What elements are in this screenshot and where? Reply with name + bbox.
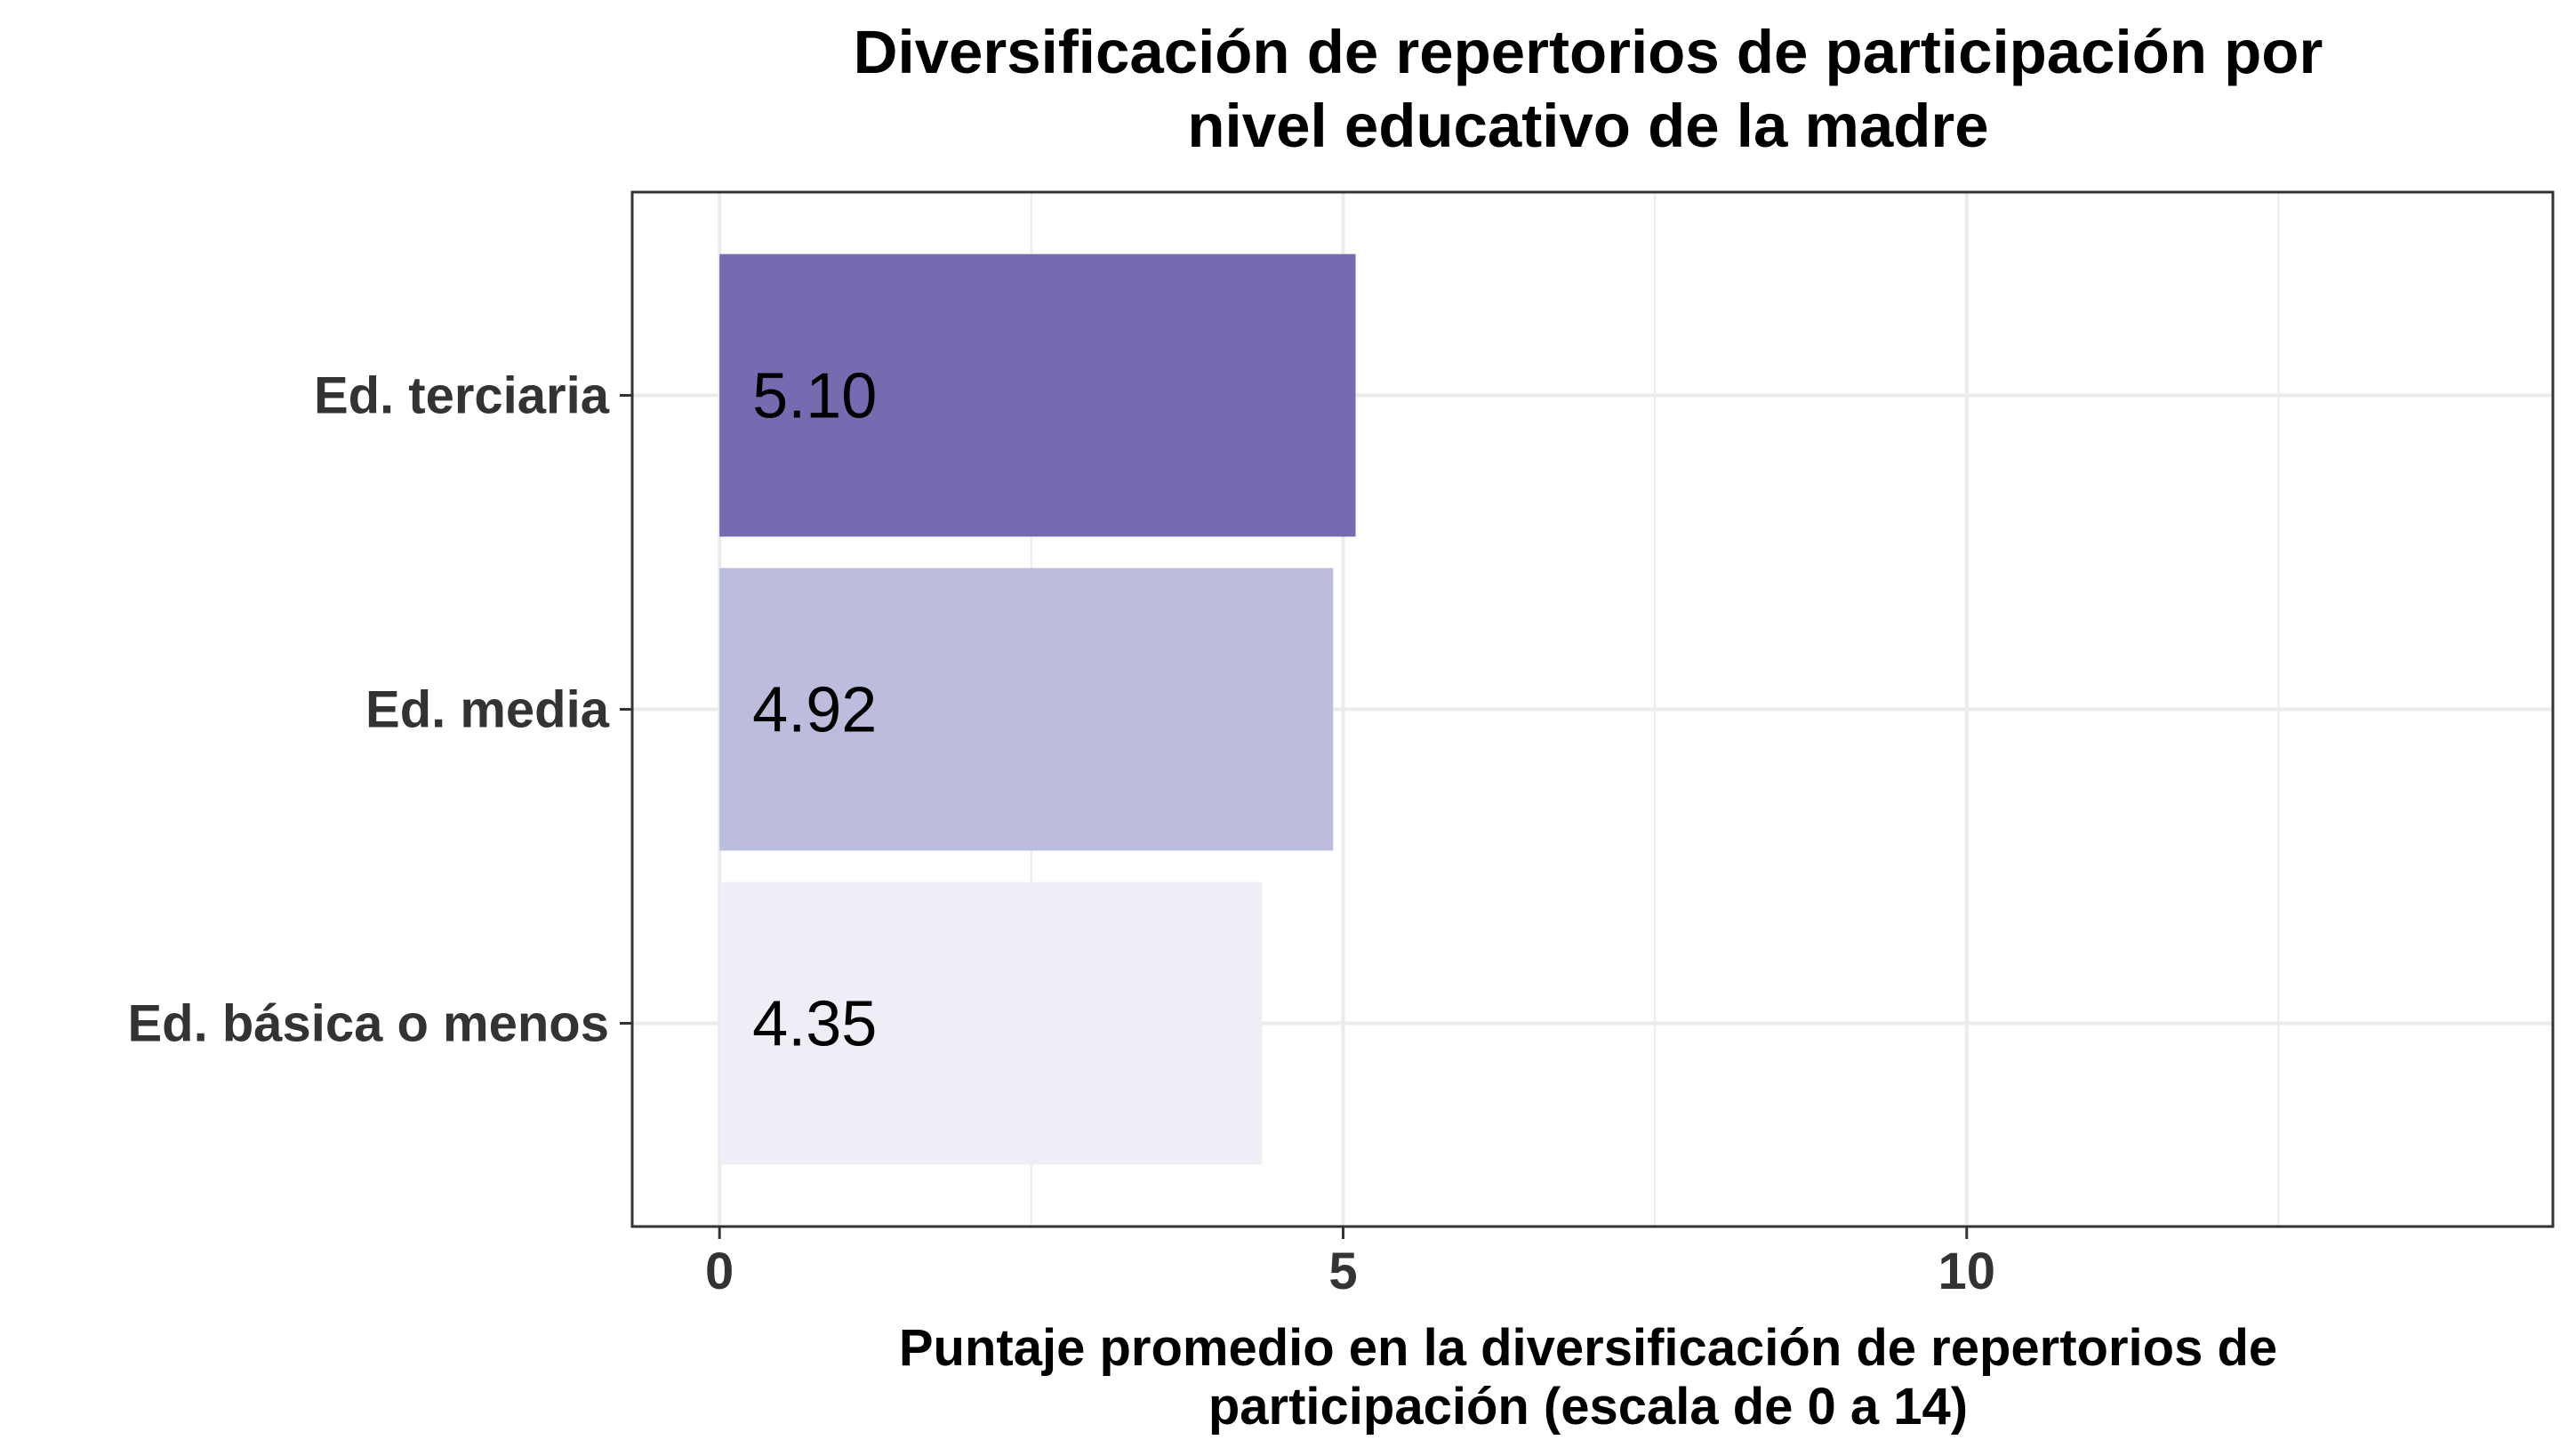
x-tick-label-2: 5 [1328, 1243, 1357, 1300]
chart-title: Diversificación de repertorios de partic… [854, 18, 2323, 160]
x-axis-title-line-2: participación (escala de 0 a 14) [1208, 1378, 1968, 1436]
bars [719, 253, 1356, 1165]
chart-title-line-1: Diversificación de repertorios de partic… [854, 18, 2323, 86]
y-tick-label-3: Ed. básica o menos [127, 995, 609, 1053]
y-tick-label-2: Ed. media [365, 681, 610, 739]
y-axis: Ed. terciaria Ed. media Ed. básica o menos [127, 367, 632, 1053]
data-label-1: 5.10 [752, 361, 877, 432]
x-tick-label-1: 0 [705, 1243, 734, 1300]
data-label-2: 4.92 [752, 675, 877, 746]
data-label-3: 4.35 [752, 989, 877, 1060]
y-tick-label-1: Ed. terciaria [314, 367, 610, 425]
bar-1 [719, 253, 1356, 537]
x-tick-label-3: 10 [1938, 1243, 1996, 1300]
chart-title-line-2: nivel educativo de la madre [1187, 92, 1988, 160]
x-axis-title-line-1: Puntaje promedio en la diversificación d… [899, 1319, 2277, 1377]
bar-2 [719, 567, 1334, 851]
x-axis: 0 5 10 [705, 1227, 1995, 1300]
bar-3 [719, 881, 1263, 1165]
x-axis-title: Puntaje promedio en la diversificación d… [899, 1319, 2277, 1436]
data-labels: 5.10 4.92 4.35 [752, 361, 877, 1060]
